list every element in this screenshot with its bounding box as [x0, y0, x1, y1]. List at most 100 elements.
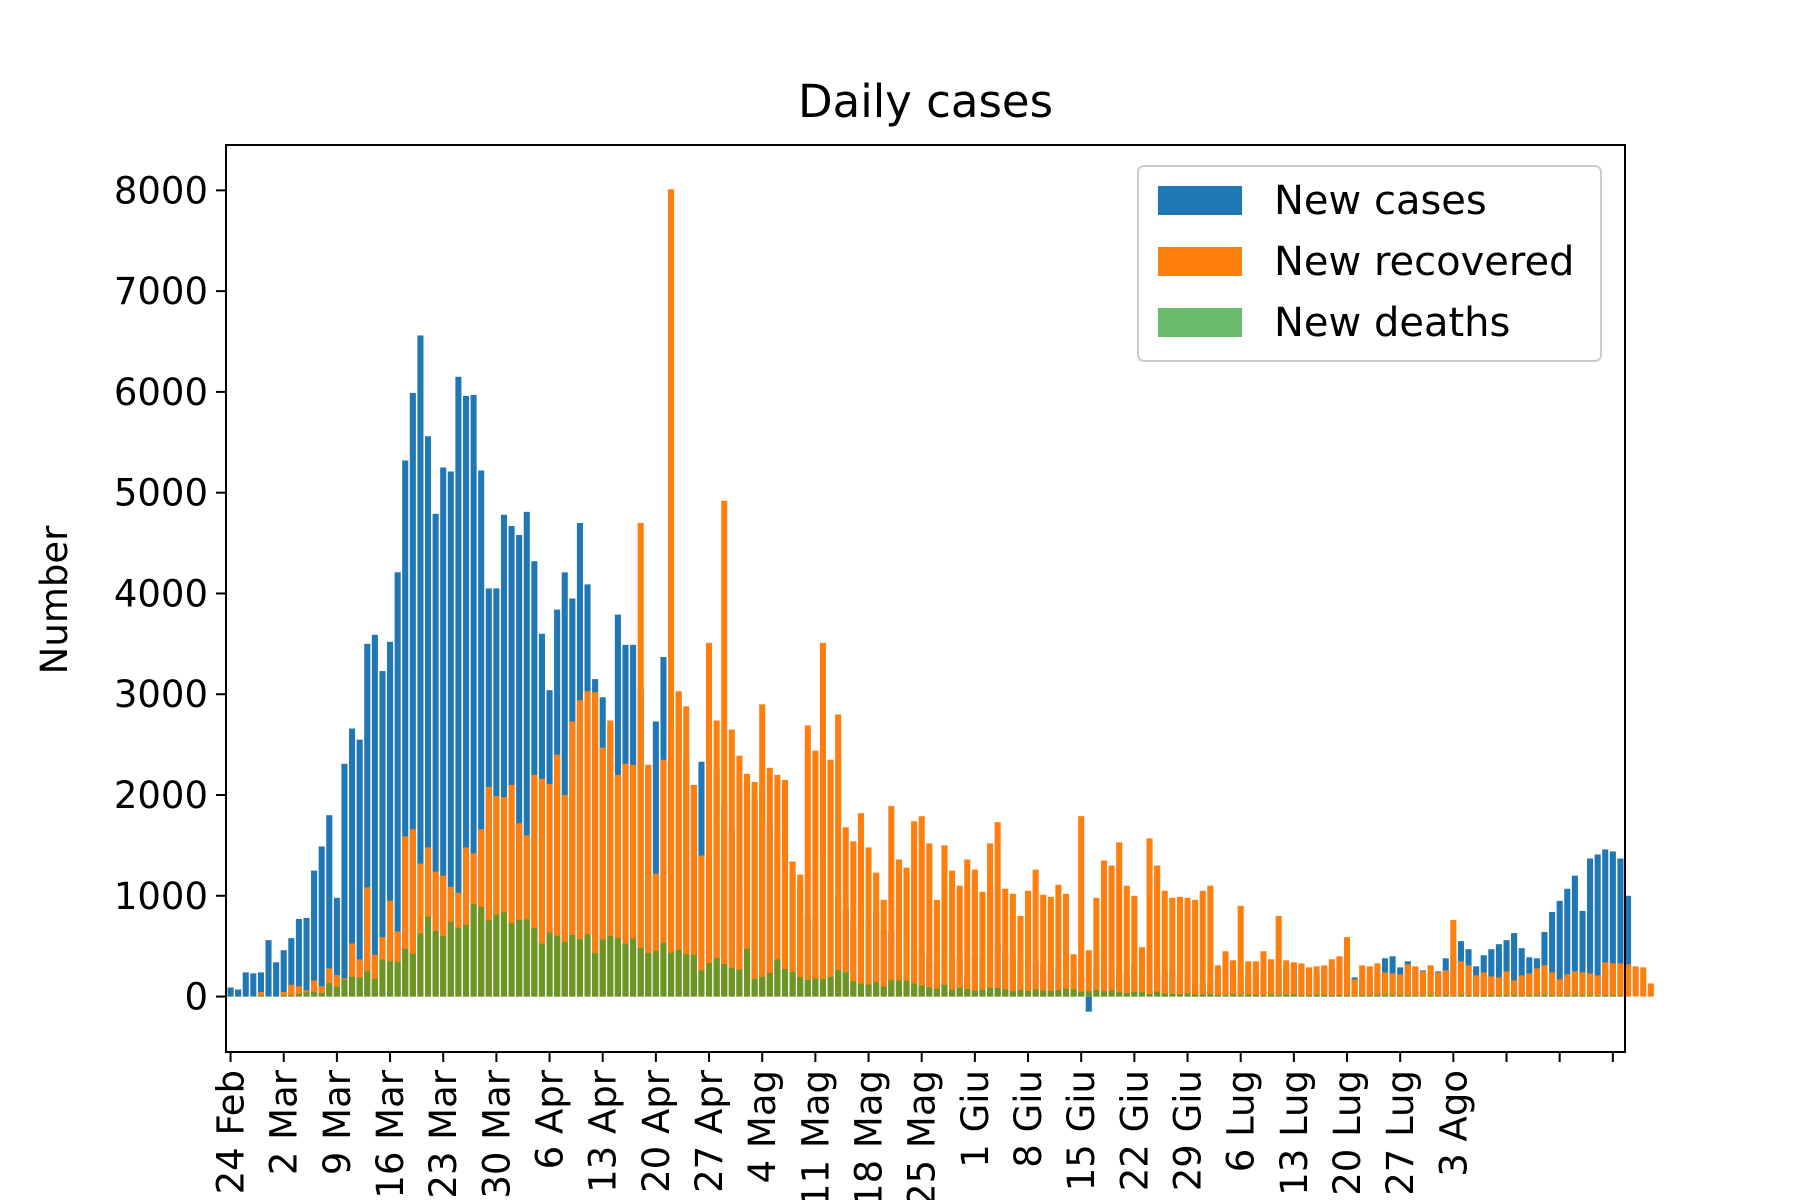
- bar: [1123, 885, 1130, 997]
- bar: [349, 943, 356, 997]
- bar: [1336, 995, 1343, 997]
- bar: [1412, 995, 1419, 997]
- bar: [903, 980, 910, 997]
- bar: [743, 773, 751, 997]
- bar: [242, 972, 249, 997]
- bar: [1321, 995, 1328, 997]
- bar: [462, 847, 470, 997]
- bar: [1328, 959, 1335, 997]
- bar: [1268, 994, 1275, 997]
- bar: [766, 972, 773, 997]
- bar: [523, 835, 530, 997]
- legend-swatch: [1158, 186, 1242, 215]
- bar: [789, 972, 796, 997]
- bar: [1002, 989, 1009, 997]
- bar: [576, 939, 583, 997]
- bar: [736, 969, 743, 997]
- bar: [918, 816, 925, 997]
- x-tick-label: 25 Mag: [901, 1070, 944, 1200]
- bar: [842, 972, 849, 997]
- bar: [1564, 888, 1571, 997]
- bar: [1602, 962, 1609, 997]
- bar: [1032, 989, 1039, 997]
- bar: [1397, 995, 1404, 997]
- bar: [288, 995, 295, 997]
- bar: [1343, 937, 1351, 997]
- bar: [493, 914, 500, 997]
- bar: [440, 467, 447, 997]
- bar: [311, 980, 318, 997]
- bar: [1381, 972, 1389, 997]
- bar: [424, 916, 432, 997]
- bar: [1549, 995, 1556, 997]
- y-tick-label: 7000: [114, 270, 208, 313]
- bar: [964, 859, 971, 997]
- bar: [804, 979, 811, 997]
- legend: New cases New recovered New deaths: [1137, 165, 1602, 362]
- bar: [516, 535, 523, 997]
- bar: [1404, 995, 1411, 997]
- bar: [447, 471, 454, 997]
- bar: [1024, 991, 1032, 997]
- bar: [1199, 994, 1206, 997]
- bar: [941, 984, 948, 997]
- bar: [675, 949, 682, 997]
- bar: [1306, 995, 1313, 997]
- bar: [250, 996, 257, 997]
- x-tick-label: 2 Mar: [263, 1069, 306, 1175]
- bar: [1602, 849, 1609, 997]
- bar: [683, 706, 690, 997]
- bar: [1579, 910, 1586, 997]
- bar: [614, 774, 621, 997]
- bar: [311, 991, 318, 997]
- bar: [1237, 905, 1244, 997]
- bar: [1594, 995, 1601, 997]
- bar: [1609, 963, 1616, 997]
- bar: [1100, 860, 1108, 997]
- bar: [592, 953, 599, 997]
- bar: [842, 827, 849, 997]
- bar: [622, 943, 629, 997]
- legend-swatch: [1158, 247, 1242, 276]
- bar: [1047, 896, 1054, 997]
- bar: [926, 843, 933, 997]
- bar: [1290, 962, 1297, 997]
- bar: [303, 992, 310, 997]
- bar: [614, 938, 621, 997]
- bar: [895, 859, 902, 997]
- bar: [1298, 963, 1305, 997]
- bar: [690, 784, 697, 997]
- bar: [1412, 966, 1419, 997]
- bar: [318, 992, 325, 997]
- bar: [455, 376, 462, 997]
- bar: [1442, 970, 1449, 997]
- bar: [895, 980, 902, 997]
- bar: [561, 572, 568, 997]
- bar: [493, 796, 500, 997]
- bar: [1032, 869, 1039, 997]
- bar: [698, 970, 705, 997]
- bar: [652, 873, 659, 997]
- bar: [781, 968, 789, 997]
- bar: [1533, 995, 1540, 997]
- bar: [409, 392, 416, 997]
- bar: [660, 759, 667, 997]
- bar: [933, 988, 940, 997]
- bar: [1116, 992, 1123, 997]
- legend-entry-label: New recovered: [1274, 239, 1574, 285]
- bar: [1131, 991, 1138, 997]
- bar: [531, 774, 538, 997]
- bar: [1123, 993, 1130, 997]
- bar: [447, 921, 454, 997]
- bar: [1397, 974, 1404, 997]
- bar: [819, 979, 827, 997]
- bar: [1488, 949, 1495, 997]
- bar: [538, 943, 545, 997]
- bar: [341, 979, 348, 997]
- bar: [500, 797, 508, 997]
- bar: [1374, 963, 1381, 997]
- bar: [500, 514, 508, 997]
- bar: [850, 981, 857, 997]
- bar: [462, 395, 470, 997]
- bar: [508, 525, 515, 997]
